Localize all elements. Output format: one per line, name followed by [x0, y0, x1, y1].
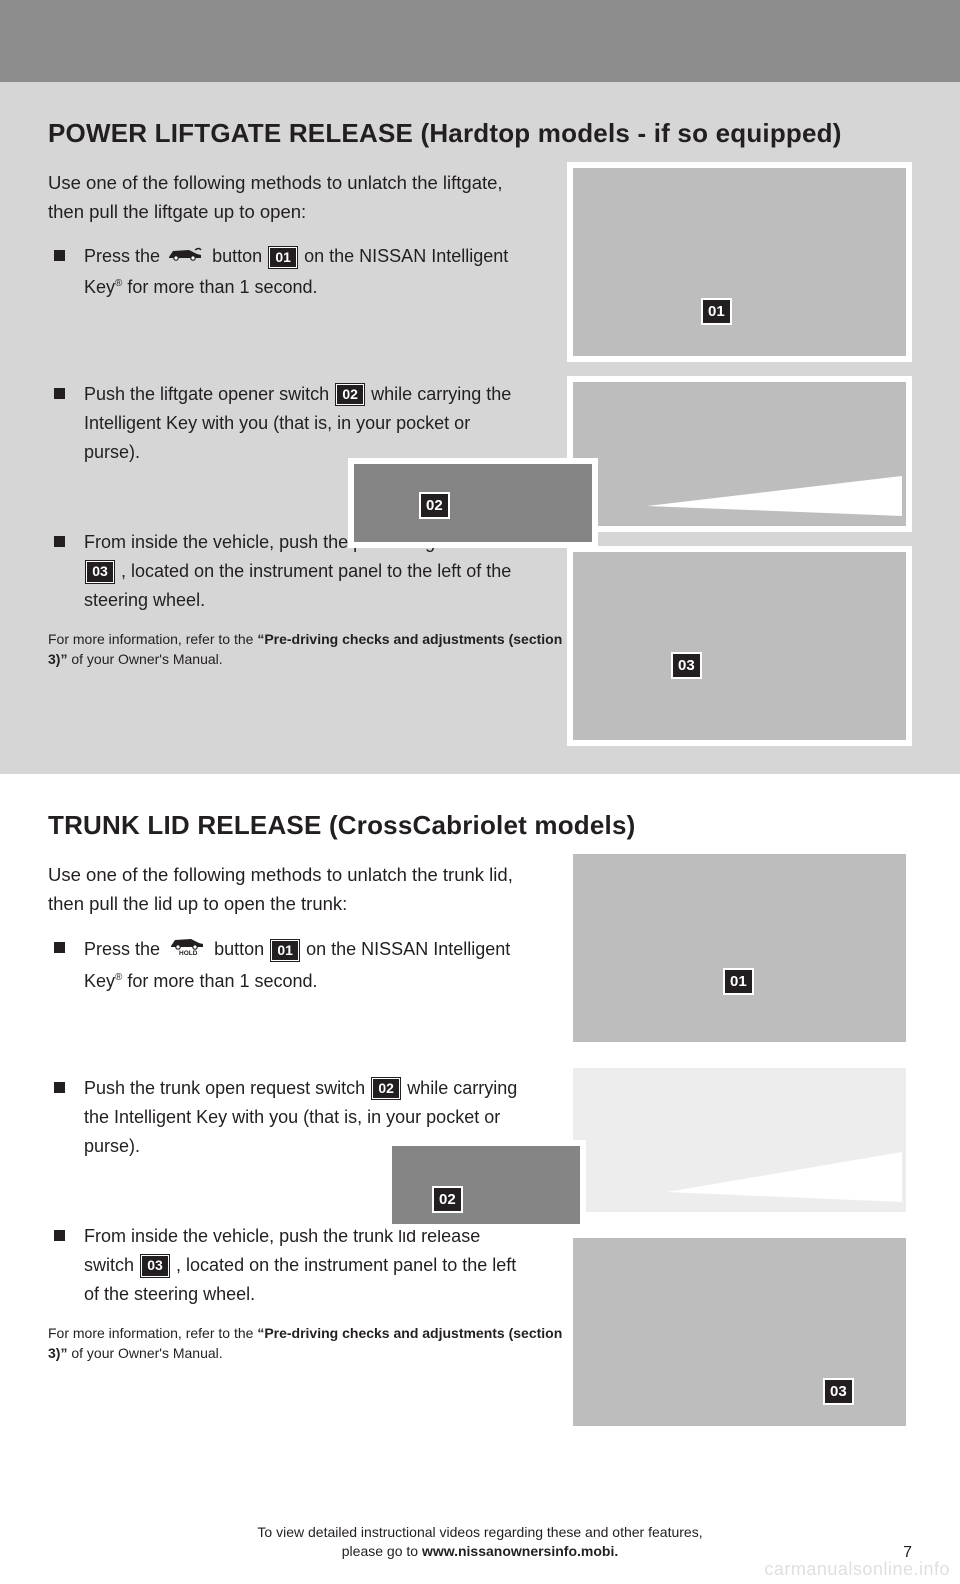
section2-reference: For more information, refer to the “Pre-…	[48, 1323, 568, 1364]
text: for more than 1 second.	[127, 277, 317, 297]
reg-mark: ®	[115, 972, 122, 983]
panel2-03: 03	[567, 1232, 912, 1432]
text: For more information, refer to the	[48, 631, 257, 647]
panel-01-badge: 01	[701, 298, 732, 325]
text: For more information, refer to the	[48, 1325, 257, 1341]
panel-03-badge: 03	[671, 652, 702, 679]
panel-02-inset: 02	[348, 458, 598, 548]
panel2-01: 01	[567, 848, 912, 1048]
badge-02-inline-2: 02	[372, 1078, 400, 1099]
trunk-key-icon: HOLD	[167, 934, 207, 965]
text: Push the liftgate opener switch	[84, 384, 334, 404]
panel2-02-bg	[567, 1062, 912, 1218]
section2-bullets-3: From inside the vehicle, push the trunk …	[48, 1222, 528, 1308]
panel-03: 03	[567, 546, 912, 746]
watermark: carmanualsonline.info	[764, 1559, 950, 1580]
bullet-press-key: Press the button 01 on the NISSAN Intell…	[48, 242, 528, 302]
top-bar	[0, 0, 960, 82]
text: button	[214, 940, 269, 960]
section1-intro: Use one of the following methods to unla…	[48, 169, 538, 226]
bullet-press-key-2: Press the HOLD button 01 on the NISSAN I…	[48, 934, 528, 996]
section1-title: POWER LIFTGATE RELEASE (Hardtop models -…	[48, 118, 912, 149]
panel2-02-badge: 02	[432, 1186, 463, 1213]
section2-intro: Use one of the following methods to unla…	[48, 861, 538, 918]
section1-bullets-2: Push the liftgate opener switch 02 while…	[48, 380, 528, 466]
text: Press the	[84, 940, 165, 960]
footer-line2a: please go to	[342, 1543, 422, 1559]
panel2-02-inset: 02	[386, 1140, 586, 1230]
liftgate-key-icon	[167, 242, 205, 271]
badge-01-inline: 01	[269, 247, 297, 268]
badge-03-inline: 03	[86, 561, 114, 582]
text: Push the trunk open request switch	[84, 1078, 370, 1098]
bullet-inside-switch-2: From inside the vehicle, push the trunk …	[48, 1222, 528, 1308]
text: Press the	[84, 247, 165, 267]
text: button	[212, 247, 267, 267]
section-power-liftgate: POWER LIFTGATE RELEASE (Hardtop models -…	[0, 82, 960, 774]
footer: To view detailed instructional videos re…	[0, 1523, 960, 1562]
section2-bullets: Press the HOLD button 01 on the NISSAN I…	[48, 934, 528, 996]
panel-02-badge: 02	[419, 492, 450, 519]
section-trunk-lid: TRUNK LID RELEASE (CrossCabriolet models…	[0, 774, 960, 1494]
panel2-01-badge: 01	[723, 968, 754, 995]
badge-02-inline: 02	[336, 384, 364, 405]
badge-01-inline-2: 01	[271, 940, 299, 961]
reg-mark: ®	[115, 278, 122, 289]
hold-label: HOLD	[179, 950, 198, 956]
section2-title: TRUNK LID RELEASE (CrossCabriolet models…	[48, 810, 912, 841]
text: for more than 1 second.	[127, 971, 317, 991]
section1-reference: For more information, refer to the “Pre-…	[48, 629, 568, 670]
panel2-03-badge: 03	[823, 1378, 854, 1405]
text: of your Owner's Manual.	[71, 651, 222, 667]
footer-line1: To view detailed instructional videos re…	[257, 1524, 702, 1540]
bullet-liftgate-switch: Push the liftgate opener switch 02 while…	[48, 380, 528, 466]
panel-01: 01	[567, 162, 912, 362]
text: , located on the instrument panel to the…	[84, 561, 511, 610]
badge-03-inline-2: 03	[141, 1255, 169, 1276]
section1-bullets: Press the button 01 on the NISSAN Intell…	[48, 242, 528, 302]
footer-url: www.nissanownersinfo.mobi.	[422, 1543, 618, 1559]
panel-02-bg	[567, 376, 912, 532]
text: of your Owner's Manual.	[71, 1345, 222, 1361]
